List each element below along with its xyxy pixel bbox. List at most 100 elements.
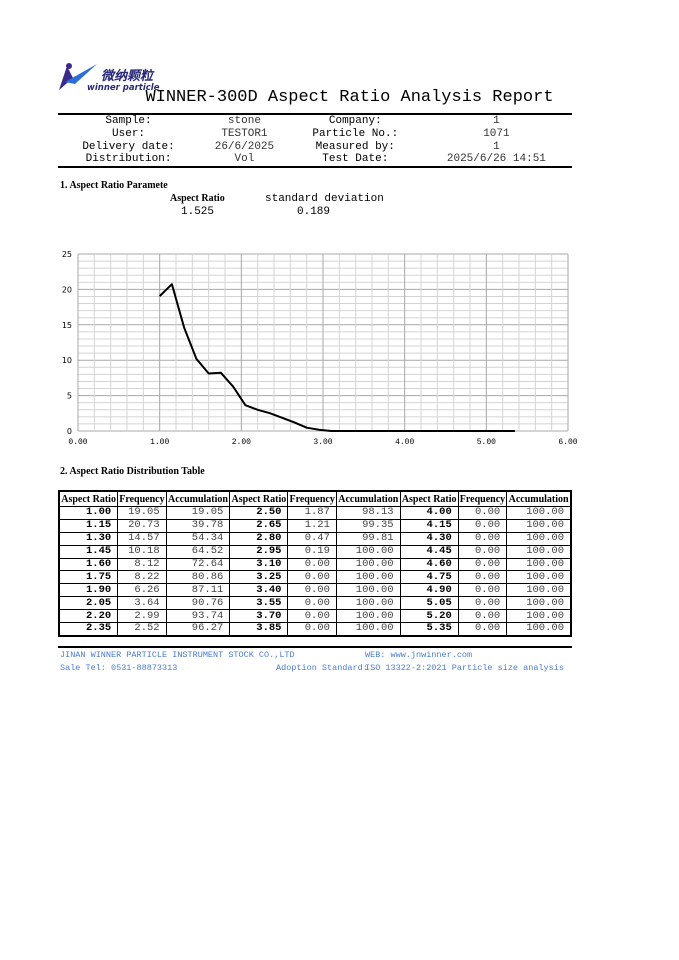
table-cell: 6.26 [117,583,167,598]
table-cell: 2.52 [117,622,167,637]
table-cell: 93.74 [165,609,231,624]
info-value: 1071 [483,128,510,141]
table-cell: 5.35 [399,622,459,637]
footer-tel: Sale Tel: 0531-88873313 [60,663,178,673]
info-label: Particle No.: [312,128,399,141]
info-value: 2025/6/26 14:51 [446,153,546,166]
table-cell: 99.81 [335,531,401,546]
table-cell: 39.78 [165,518,231,533]
table-cell: 4.00 [399,506,459,520]
info-label: Measured by: [315,140,395,153]
table-cell: 2.50 [229,506,289,520]
divider [58,166,572,168]
table-cell: 0.00 [287,596,337,611]
table-cell: 87.11 [165,583,231,598]
info-label: Delivery date: [82,140,175,153]
svg-text:微纳颗粒: 微纳颗粒 [101,68,155,84]
table-cell: 100.00 [335,596,401,611]
divider [58,646,572,648]
table-cell: 20.73 [117,518,167,533]
table-cell: 100.00 [335,609,401,624]
table-cell: 2.05 [58,596,119,611]
table-cell: 0.00 [457,531,508,546]
table-cell: 54.34 [165,531,231,546]
std-dev-value: 0.189 [297,206,331,218]
x-tick-label: 3.00 [313,438,332,447]
table-row: 2.35 2.52 96.27 3.85 0.00 100.00 5.35 0.00 100.0… [58,622,572,637]
y-tick-label: 0 [67,427,72,436]
table-cell: 80.86 [165,570,231,585]
table-cell: 64.52 [165,544,231,559]
column-header: Accumulation [165,490,231,507]
table-cell: 100.00 [506,622,572,637]
column-header: Aspect Ratio [399,490,459,507]
table-cell: 98.13 [335,506,401,520]
table-cell: 100.00 [506,570,572,585]
x-tick-label: 5.00 [477,438,496,447]
y-tick-label: 10 [62,356,72,365]
distribution-table: Aspect Ratio Frequency Accumulation Aspect … [58,490,572,637]
x-tick-label: 6.00 [558,438,577,447]
table-cell: 19.05 [117,506,167,520]
table-cell: 4.90 [399,583,459,598]
table-cell: 3.64 [117,596,167,611]
table-cell: 0.00 [457,596,508,611]
info-table: Sample: stone Company: 1 User: TESTOR1 Particl… [58,115,572,166]
table-row: 1.75 8.22 80.86 3.25 0.00 100.00 4.75 0.00 100.0… [58,570,572,585]
info-value: 1 [493,115,500,128]
footer-standard-label: Adoption Standard: [276,663,368,673]
table-cell: 100.00 [335,557,401,572]
table-cell: 100.00 [506,518,572,533]
table-cell: 100.00 [506,596,572,611]
table-cell: 0.00 [457,609,508,624]
table-cell: 2.99 [117,609,167,624]
table-cell: 0.00 [457,518,508,533]
table-cell: 1.30 [58,531,119,546]
table-cell: 0.00 [287,622,337,637]
table-cell: 3.10 [229,557,289,572]
table-cell: 100.00 [506,583,572,598]
table-cell: 100.00 [506,531,572,546]
info-label: Company: [328,115,382,128]
table-row: 2.05 3.64 90.76 3.55 0.00 100.00 5.05 0.00 100.0… [58,596,572,611]
x-tick-label: 0.00 [68,438,87,447]
table-cell: 1.21 [287,518,337,533]
table-cell: 100.00 [335,622,401,637]
table-cell: 14.57 [117,531,167,546]
table-cell: 0.00 [457,506,508,520]
std-dev-label: standard deviation [265,193,384,205]
x-tick-label: 2.00 [232,438,251,447]
logo: 微纳颗粒 winner particle [57,60,167,93]
table-cell: 2.80 [229,531,289,546]
logo-mark: 微纳颗粒 winner particle [59,63,160,93]
divider [58,113,572,115]
table-cell: 1.15 [58,518,119,533]
column-header: Accumulation [506,490,572,507]
table-cell: 0.00 [457,557,508,572]
table-cell: 0.00 [457,622,508,637]
table-cell: 4.75 [399,570,459,585]
table-cell: 0.00 [457,570,508,585]
table-cell: 100.00 [506,506,572,520]
info-label: User: [112,128,146,141]
aspect-ratio-value: 1.525 [181,206,215,218]
x-tick-label: 1.00 [150,438,169,447]
frequency-chart: 0 5 10 15 20 25 0.00 1.00 2.00 3.00 4.00 5.00 6.00 [62,250,578,447]
y-tick-label: 5 [67,392,72,401]
table-cell: 100.00 [506,557,572,572]
table-cell: 1.60 [58,557,119,572]
info-value: stone [227,115,261,128]
table-cell: 4.45 [399,544,459,559]
table-cell: 0.00 [457,544,508,559]
table-cell: 2.20 [58,609,119,624]
table-row: 1.60 8.12 72.64 3.10 0.00 100.00 4.60 0.00 100.0… [58,557,572,572]
table-cell: 1.90 [58,583,119,598]
table-cell: 4.60 [399,557,459,572]
table-row: 1.30 14.57 54.34 2.80 0.47 99.81 4.30 0.00 100.0… [58,531,572,546]
info-label: Test Date: [322,153,389,166]
table-cell: 0.00 [457,583,508,598]
column-header: Frequency [117,490,167,507]
info-value: 1 [493,140,500,153]
section2-title: 2. Aspect Ratio Distribution Table [60,466,205,477]
table-cell: 5.05 [399,596,459,611]
